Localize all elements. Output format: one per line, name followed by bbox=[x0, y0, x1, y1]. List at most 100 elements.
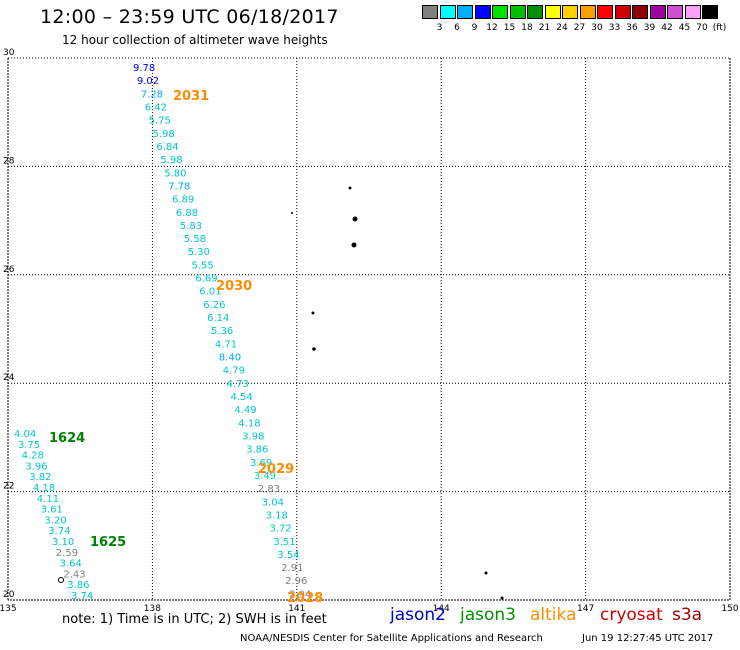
legend-label: 27 bbox=[573, 23, 586, 33]
swh-value: 3.10 bbox=[52, 537, 74, 548]
swh-value: 4.28 bbox=[22, 451, 44, 462]
swh-value: 3.86 bbox=[246, 445, 268, 456]
pass-number: 1625 bbox=[90, 535, 126, 550]
lon-tick-label: 135 bbox=[0, 604, 17, 614]
axis-ticks: 135 138 141 144 147 150 20 22 24 26 28 30 bbox=[0, 48, 739, 614]
legend-label: 18 bbox=[521, 23, 533, 33]
swh-value: 6.14 bbox=[207, 313, 229, 324]
legend-swatch bbox=[579, 5, 596, 19]
swh-value: 6.01 bbox=[199, 287, 221, 298]
pass-number: 2030 bbox=[216, 279, 252, 294]
legend-label: 39 bbox=[643, 23, 656, 33]
swh-value: 3.04 bbox=[262, 497, 284, 508]
legend-label: 36 bbox=[626, 23, 638, 33]
legend-swatch bbox=[597, 5, 613, 19]
lat-lon-grid bbox=[7, 57, 731, 601]
lat-tick-label: 26 bbox=[3, 265, 15, 275]
lat-tick-label: 24 bbox=[3, 373, 15, 383]
swh-value: 6.88 bbox=[176, 208, 198, 219]
swh-value: 3.20 bbox=[44, 515, 66, 526]
island-mark bbox=[352, 216, 358, 222]
legend-label: 24 bbox=[556, 23, 568, 33]
lon-tick-label: 144 bbox=[433, 604, 450, 614]
lon-tick-label: 150 bbox=[721, 604, 738, 614]
island-mark bbox=[484, 571, 488, 575]
legend-label: 6 bbox=[454, 23, 460, 33]
swh-value: 3.18 bbox=[266, 510, 288, 521]
island-mark bbox=[311, 311, 315, 315]
legend-swatch bbox=[684, 5, 701, 19]
swh-value: 6.42 bbox=[145, 102, 167, 113]
legend-label: 15 bbox=[503, 23, 516, 33]
swh-value: 2.43 bbox=[63, 569, 85, 580]
legend-swatch bbox=[457, 5, 473, 19]
island-mark bbox=[312, 347, 316, 351]
legend-swatch bbox=[474, 5, 491, 19]
swh-value: 4.71 bbox=[215, 339, 237, 350]
legend-label: 33 bbox=[608, 23, 621, 33]
swh-value: 5.36 bbox=[211, 326, 233, 337]
lon-tick-label: 141 bbox=[288, 604, 305, 614]
lat-tick-label: 20 bbox=[3, 590, 15, 600]
swh-value: 3.64 bbox=[60, 559, 82, 570]
swh-value: 2.91 bbox=[281, 563, 303, 574]
legend-swatch bbox=[422, 5, 438, 19]
swh-value: 2.96 bbox=[285, 576, 307, 587]
island-mark bbox=[291, 212, 293, 214]
generation-timestamp: Jun 19 12:27:45 UTC 2017 bbox=[582, 633, 714, 644]
credit-text: NOAA/NESDIS Center for Satellite Applica… bbox=[240, 633, 543, 644]
map-frame bbox=[7, 57, 731, 601]
legend-swatch bbox=[667, 5, 683, 19]
legend-swatch bbox=[544, 5, 561, 19]
swh-value: 4.11 bbox=[37, 494, 59, 505]
swh-value: 6.26 bbox=[203, 300, 225, 311]
lon-tick-label: 147 bbox=[577, 604, 594, 614]
swh-value: 4.18 bbox=[238, 418, 260, 429]
legend-label: 21 bbox=[538, 23, 551, 33]
map-title: 12:00 – 23:59 UTC 06/18/2017 bbox=[40, 6, 339, 28]
swh-value: 3.75 bbox=[18, 440, 40, 451]
legend-swatch bbox=[649, 5, 666, 19]
swh-value: 3.61 bbox=[41, 505, 63, 516]
satellite-label-jason2: jason2 bbox=[390, 605, 446, 625]
swh-value: 3.51 bbox=[273, 537, 295, 548]
swh-value: 9.02 bbox=[137, 76, 159, 87]
swh-value: 8.40 bbox=[219, 353, 241, 364]
legend-swatch bbox=[632, 5, 648, 19]
swh-value: 4.79 bbox=[223, 366, 245, 377]
legend-label: 30 bbox=[591, 23, 603, 33]
swh-value: 3.98 bbox=[242, 431, 264, 442]
islands bbox=[291, 186, 504, 600]
swh-value: 4.54 bbox=[231, 392, 253, 403]
lat-tick-label: 28 bbox=[3, 156, 15, 166]
swh-value: 5.30 bbox=[188, 247, 210, 258]
legend-swatch bbox=[614, 5, 631, 19]
swh-value: 4.04 bbox=[14, 429, 36, 440]
legend-swatch bbox=[562, 5, 578, 19]
lon-tick-label: 138 bbox=[144, 604, 161, 614]
legend-label: 45 bbox=[678, 23, 691, 33]
lat-tick-label: 22 bbox=[3, 482, 14, 492]
swh-value: 5.75 bbox=[149, 116, 171, 127]
footer-note: note: 1) Time is in UTC; 2) SWH is in fe… bbox=[62, 612, 327, 627]
legend-label: 9 bbox=[471, 23, 478, 33]
swh-value: 4.18 bbox=[33, 483, 55, 494]
swh-value: 5.58 bbox=[184, 234, 206, 245]
island-mark bbox=[500, 596, 504, 600]
satellite-label-jason3: jason3 bbox=[460, 605, 516, 625]
swh-value: 5.55 bbox=[192, 260, 214, 271]
swh-value: 2.94 bbox=[289, 589, 311, 600]
pass-number: 1624 bbox=[49, 431, 85, 446]
swh-value: 5.98 bbox=[160, 155, 182, 166]
satellite-label-cryosat: cryosat bbox=[600, 605, 663, 625]
swh-value: 3.96 bbox=[25, 461, 47, 472]
swh-value: 4.73 bbox=[227, 379, 249, 390]
legend-label: 42 bbox=[661, 23, 673, 33]
swh-value: 3.69 bbox=[250, 458, 272, 469]
island-mark bbox=[351, 242, 357, 248]
legend-swatch bbox=[702, 5, 718, 19]
pass-number: 2029 bbox=[258, 462, 294, 477]
swh-value: 9.78 bbox=[133, 63, 155, 74]
swh-value: 7.78 bbox=[168, 181, 190, 192]
